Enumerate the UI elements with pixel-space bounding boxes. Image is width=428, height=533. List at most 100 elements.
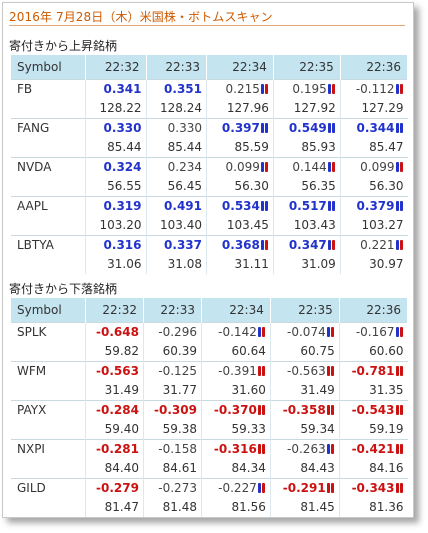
change-percent-cell: -0.648 (85, 321, 144, 342)
price-cell: 128.22 (85, 98, 146, 118)
change-percent-cell: 0.344 (339, 117, 408, 138)
change-value: 0.319 (103, 198, 142, 213)
change-value: -0.309 (154, 402, 197, 417)
trend-bars-icon (257, 324, 266, 337)
change-value: 0.337 (164, 237, 202, 252)
change-value: -0.291 (282, 480, 326, 495)
change-value: -0.281 (96, 441, 139, 456)
ticker-symbol: NVDA (11, 156, 86, 177)
time-column-header: 22:33 (146, 55, 207, 79)
ticker-symbol: NXPI (11, 438, 86, 459)
change-percent-cell: -0.343 (338, 477, 408, 498)
scan-panel: 2016年 7月28日（木）米国株・ボトムスキャン 寄付きから上昇銘柄 Symb… (2, 2, 414, 518)
trend-bars-icon (260, 198, 269, 211)
change-value: -0.648 (96, 324, 139, 339)
table-row: 31.49 31.77 31.60 31.49 31.35 (11, 380, 408, 400)
change-percent-cell: 0.330 (85, 117, 146, 138)
change-percent-cell: 0.221 (339, 234, 408, 255)
change-value: -0.358 (282, 402, 326, 417)
price-cell: 84.40 (85, 458, 144, 478)
change-value: 0.324 (103, 159, 142, 174)
price-cell: 56.30 (339, 176, 408, 196)
time-column-header: 22:35 (273, 55, 341, 79)
ticker-symbol: GILD (11, 477, 86, 498)
blank-cell (11, 216, 86, 236)
change-percent-cell: 0.195 (272, 78, 341, 99)
price-cell: 84.34 (200, 458, 271, 478)
change-value: -0.074 (287, 324, 326, 339)
title-divider (9, 25, 405, 26)
price-cell: 59.34 (269, 419, 340, 439)
price-cell: 81.48 (142, 497, 202, 517)
change-value: 0.330 (103, 120, 142, 135)
price-cell: 31.77 (142, 380, 202, 400)
price-cell: 56.45 (145, 176, 207, 196)
trend-bars-icon (257, 363, 266, 376)
change-value: -0.112 (355, 81, 395, 96)
change-percent-cell: -0.296 (142, 321, 202, 342)
trend-bars-icon (326, 402, 335, 415)
table-row: 59.40 59.38 59.33 59.34 59.19 (11, 419, 408, 439)
change-value: 0.330 (167, 120, 202, 135)
blank-cell (11, 177, 86, 197)
table-row: FANG 0.330 0.330 0.397 0.549 0.344 (11, 117, 408, 138)
change-percent-cell: -0.563 (269, 360, 340, 381)
trend-bars-icon (260, 159, 269, 172)
change-percent-cell: 0.324 (85, 156, 146, 177)
symbol-column-header: Symbol (11, 298, 86, 322)
price-cell: 31.35 (338, 380, 408, 400)
price-cell: 103.43 (272, 215, 341, 235)
change-percent-cell: 0.341 (85, 78, 146, 99)
change-value: 0.144 (292, 159, 327, 174)
blank-cell (11, 498, 86, 517)
trend-bars-icon (326, 324, 335, 337)
change-value: -0.781 (351, 363, 395, 378)
change-percent-cell: 0.379 (339, 195, 408, 216)
time-column-header: 22:34 (201, 298, 271, 322)
change-percent-cell: 0.397 (206, 117, 274, 138)
table-row: WFM -0.563 -0.125 -0.391 -0.563 -0.781 (11, 360, 408, 381)
change-value: 0.215 (225, 81, 260, 96)
price-cell: 128.24 (145, 98, 207, 118)
change-value: -0.563 (96, 363, 139, 378)
price-cell: 31.08 (145, 254, 207, 274)
change-value: -0.343 (351, 480, 395, 495)
price-cell: 85.44 (85, 137, 146, 157)
change-percent-cell: 0.337 (145, 234, 207, 255)
change-value: 0.195 (292, 81, 327, 96)
table-row: 85.44 85.44 85.59 85.93 85.47 (11, 137, 408, 158)
trend-bars-icon (260, 237, 269, 250)
table-row: AAPL 0.319 0.491 0.534 0.517 0.379 (11, 195, 408, 216)
price-cell: 103.20 (85, 215, 146, 235)
price-cell: 103.27 (339, 215, 408, 235)
change-percent-cell: -0.263 (269, 438, 340, 459)
price-cell: 84.43 (269, 458, 340, 478)
blank-cell (11, 255, 86, 274)
change-value: -0.391 (218, 363, 257, 378)
blank-cell (11, 99, 86, 119)
symbol-column-header: Symbol (11, 55, 86, 79)
change-percent-cell: -0.142 (200, 321, 271, 342)
trend-bars-icon (260, 120, 269, 133)
change-value: 0.491 (164, 198, 202, 213)
change-value: -0.142 (218, 324, 257, 339)
change-percent-cell: 0.549 (272, 117, 341, 138)
price-cell: 85.47 (339, 137, 408, 157)
change-value: 0.379 (356, 198, 395, 213)
change-value: -0.316 (213, 441, 257, 456)
price-cell: 59.19 (338, 419, 408, 439)
change-percent-cell: 0.144 (272, 156, 341, 177)
trend-bars-icon (260, 81, 269, 94)
table-row: 31.06 31.08 31.11 31.09 30.97 (11, 254, 408, 274)
time-column-header: 22:32 (85, 298, 144, 322)
change-percent-cell: -0.074 (269, 321, 340, 342)
trend-bars-icon (327, 159, 336, 172)
table-row: LBTYA 0.316 0.337 0.368 0.347 0.221 (11, 234, 408, 255)
change-value: -0.279 (96, 480, 139, 495)
trend-bars-icon (395, 159, 404, 172)
price-cell: 127.96 (206, 98, 274, 118)
price-cell: 60.64 (200, 341, 271, 361)
blank-cell (11, 138, 86, 158)
change-value: -0.296 (158, 324, 197, 339)
price-cell: 85.93 (272, 137, 341, 157)
